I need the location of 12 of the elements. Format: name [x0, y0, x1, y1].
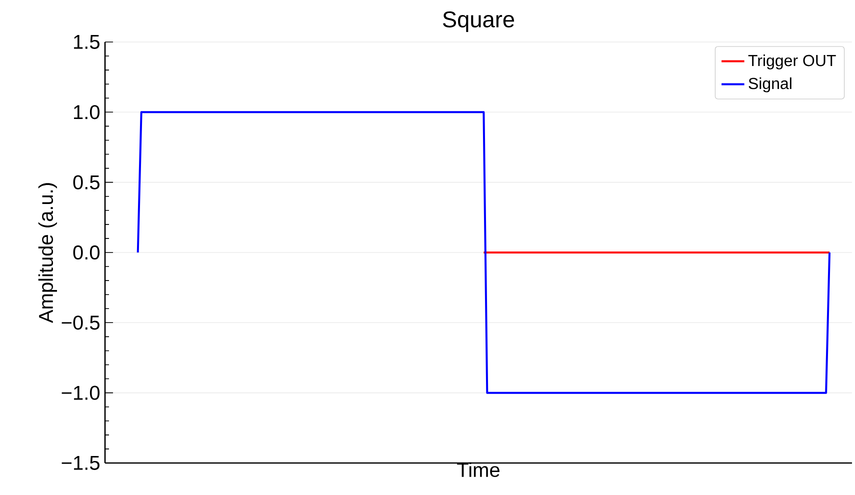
chart-title: Square [442, 11, 514, 32]
x-axis-title: Time [457, 462, 500, 478]
y-tick-label: −1.0 [62, 386, 100, 400]
legend-label: Signal [748, 77, 792, 92]
y-tick-label: 0.0 [73, 245, 100, 260]
y-tick-label: −0.5 [62, 316, 100, 330]
y-tick-label: −1.5 [62, 456, 100, 470]
y-axis-title: Amplitude (a.u.) [38, 183, 57, 324]
y-tick-label: 1.0 [74, 105, 100, 120]
y-tick-label: 0.5 [73, 175, 100, 190]
legend-label: Trigger OUT [748, 54, 836, 70]
y-tick-label: 1.5 [74, 35, 100, 49]
